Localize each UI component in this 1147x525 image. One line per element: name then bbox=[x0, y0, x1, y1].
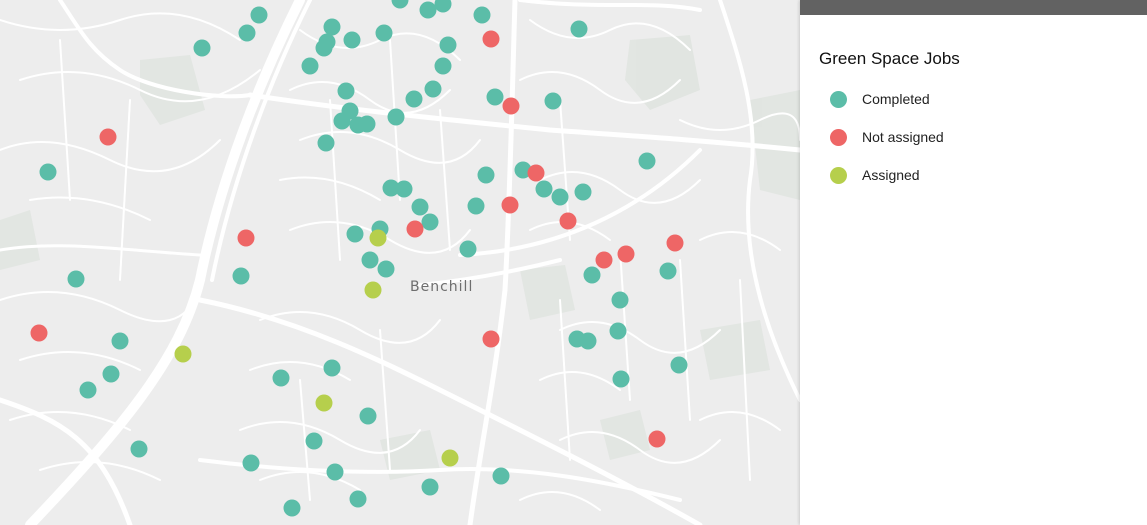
completed-job-marker[interactable] bbox=[612, 370, 630, 388]
completed-job-marker[interactable] bbox=[377, 260, 395, 278]
completed-job-marker[interactable] bbox=[283, 499, 301, 517]
not-assigned-job-marker[interactable] bbox=[595, 251, 613, 269]
completed-job-marker[interactable] bbox=[439, 36, 457, 54]
completed-job-marker[interactable] bbox=[583, 266, 601, 284]
not-assigned-job-marker[interactable] bbox=[501, 196, 519, 214]
not-assigned-job-marker[interactable] bbox=[406, 220, 424, 238]
completed-job-marker[interactable] bbox=[391, 0, 409, 9]
completed-job-marker[interactable] bbox=[535, 180, 553, 198]
not-assigned-job-marker[interactable] bbox=[482, 330, 500, 348]
completed-job-marker[interactable] bbox=[611, 291, 629, 309]
not-assigned-job-marker[interactable] bbox=[559, 212, 577, 230]
completed-job-marker[interactable] bbox=[473, 6, 491, 24]
completed-job-marker[interactable] bbox=[337, 82, 355, 100]
completed-job-marker[interactable] bbox=[659, 262, 677, 280]
assigned-dot-icon bbox=[830, 166, 847, 184]
completed-job-marker[interactable] bbox=[638, 152, 656, 170]
completed-job-marker[interactable] bbox=[232, 267, 250, 285]
completed-job-marker[interactable] bbox=[326, 463, 344, 481]
completed-job-marker[interactable] bbox=[323, 18, 341, 36]
assigned-job-marker[interactable] bbox=[315, 394, 333, 412]
completed-job-marker[interactable] bbox=[358, 115, 376, 133]
completed-job-marker[interactable] bbox=[375, 24, 393, 42]
completed-job-marker[interactable] bbox=[670, 356, 688, 374]
completed-job-marker[interactable] bbox=[382, 179, 400, 197]
place-label: Benchill bbox=[410, 279, 474, 295]
completed-job-marker[interactable] bbox=[387, 108, 405, 126]
completed-job-marker[interactable] bbox=[609, 322, 627, 340]
job-points[interactable] bbox=[30, 0, 688, 517]
completed-job-marker[interactable] bbox=[242, 454, 260, 472]
completed-job-marker[interactable] bbox=[421, 213, 439, 231]
completed-job-marker[interactable] bbox=[459, 240, 477, 258]
not-assigned-job-marker[interactable] bbox=[666, 234, 684, 252]
completed-job-marker[interactable] bbox=[395, 180, 413, 198]
not-assigned-job-marker[interactable] bbox=[502, 97, 520, 115]
legend-item-completed: Completed bbox=[830, 89, 930, 109]
completed-job-marker[interactable] bbox=[551, 188, 569, 206]
not-assigned-job-marker[interactable] bbox=[30, 324, 48, 342]
completed-job-marker[interactable] bbox=[574, 183, 592, 201]
completed-job-marker[interactable] bbox=[193, 39, 211, 57]
completed-job-marker[interactable] bbox=[579, 332, 597, 350]
completed-job-marker[interactable] bbox=[419, 1, 437, 19]
legend-item-not-assigned: Not assigned bbox=[830, 127, 944, 147]
legend-label: Assigned bbox=[862, 167, 920, 183]
completed-job-marker[interactable] bbox=[317, 134, 335, 152]
legend-panel: Green Space Jobs Completed Not assigned … bbox=[800, 0, 1147, 525]
completed-job-marker[interactable] bbox=[250, 6, 268, 24]
completed-job-marker[interactable] bbox=[405, 90, 423, 108]
completed-job-marker[interactable] bbox=[361, 251, 379, 269]
completed-job-marker[interactable] bbox=[570, 20, 588, 38]
not-assigned-job-marker[interactable] bbox=[237, 229, 255, 247]
completed-job-marker[interactable] bbox=[434, 57, 452, 75]
completed-job-marker[interactable] bbox=[359, 407, 377, 425]
completed-job-marker[interactable] bbox=[315, 39, 333, 57]
completed-job-marker[interactable] bbox=[421, 478, 439, 496]
completed-job-marker[interactable] bbox=[323, 359, 341, 377]
completed-job-marker[interactable] bbox=[514, 161, 532, 179]
not-assigned-job-marker[interactable] bbox=[648, 430, 666, 448]
completed-job-marker[interactable] bbox=[39, 163, 57, 181]
not-assigned-job-marker[interactable] bbox=[99, 128, 117, 146]
completed-dot-icon bbox=[830, 90, 847, 108]
legend-label: Not assigned bbox=[862, 129, 944, 145]
panel-header-bar bbox=[800, 0, 1147, 15]
completed-job-marker[interactable] bbox=[424, 80, 442, 98]
assigned-job-marker[interactable] bbox=[369, 229, 387, 247]
assigned-job-marker[interactable] bbox=[441, 449, 459, 467]
not-assigned-job-marker[interactable] bbox=[482, 30, 500, 48]
completed-job-marker[interactable] bbox=[346, 225, 364, 243]
completed-job-marker[interactable] bbox=[238, 24, 256, 42]
completed-job-marker[interactable] bbox=[349, 490, 367, 508]
assigned-job-marker[interactable] bbox=[174, 345, 192, 363]
completed-job-marker[interactable] bbox=[111, 332, 129, 350]
completed-job-marker[interactable] bbox=[343, 31, 361, 49]
completed-job-marker[interactable] bbox=[333, 112, 351, 130]
completed-job-marker[interactable] bbox=[130, 440, 148, 458]
not-assigned-job-marker[interactable] bbox=[617, 245, 635, 263]
completed-job-marker[interactable] bbox=[305, 432, 323, 450]
completed-job-marker[interactable] bbox=[301, 57, 319, 75]
not-assigned-job-marker[interactable] bbox=[527, 164, 545, 182]
legend-label: Completed bbox=[862, 91, 930, 107]
completed-job-marker[interactable] bbox=[434, 0, 452, 13]
legend-title: Green Space Jobs bbox=[819, 49, 960, 68]
map-view[interactable]: Benchill bbox=[0, 0, 800, 525]
legend-item-assigned: Assigned bbox=[830, 165, 920, 185]
not-assigned-dot-icon bbox=[830, 128, 847, 146]
completed-job-marker[interactable] bbox=[102, 365, 120, 383]
completed-job-marker[interactable] bbox=[492, 467, 510, 485]
completed-job-marker[interactable] bbox=[272, 369, 290, 387]
completed-job-marker[interactable] bbox=[67, 270, 85, 288]
assigned-job-marker[interactable] bbox=[364, 281, 382, 299]
basemap bbox=[0, 0, 800, 525]
completed-job-marker[interactable] bbox=[477, 166, 495, 184]
completed-job-marker[interactable] bbox=[544, 92, 562, 110]
completed-job-marker[interactable] bbox=[467, 197, 485, 215]
completed-job-marker[interactable] bbox=[411, 198, 429, 216]
completed-job-marker[interactable] bbox=[486, 88, 504, 106]
completed-job-marker[interactable] bbox=[79, 381, 97, 399]
